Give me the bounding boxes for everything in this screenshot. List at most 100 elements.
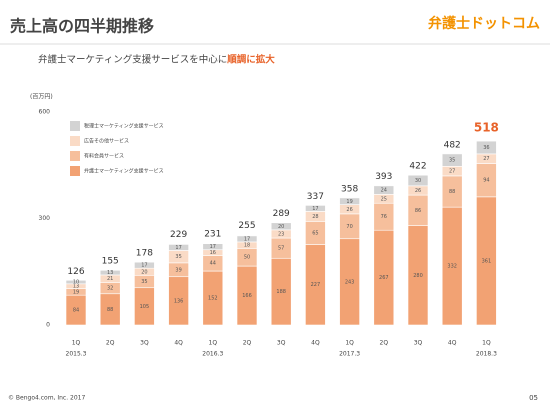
value-label: 16 — [210, 250, 216, 256]
subtitle-highlight: 順調に拡大 — [226, 54, 275, 66]
legend-swatch — [70, 151, 80, 161]
value-label: 84 — [73, 308, 79, 314]
x-tick-label: 4Q — [448, 340, 457, 347]
bar-segment — [339, 197, 360, 205]
value-label: 32 — [107, 286, 113, 292]
value-label: 136 — [174, 298, 184, 304]
slide-title: 売上高の四半期推移 — [10, 17, 154, 36]
copyright: © Bengo4.com, Inc. 2017 — [8, 395, 85, 402]
value-label: 17 — [210, 244, 216, 250]
logo: 弁護士ドットコム — [428, 15, 540, 32]
x-tick-label: 1Q — [72, 340, 81, 347]
value-label: 17 — [141, 263, 147, 269]
value-label: 26 — [346, 207, 352, 213]
value-label: 361 — [482, 258, 492, 264]
value-label: 166 — [242, 293, 252, 299]
value-label: 25 — [381, 196, 387, 202]
value-label: 17 — [312, 206, 318, 212]
legend-label: 弁護士マーケティング支援サービス — [84, 168, 164, 175]
bar-segment — [168, 244, 189, 251]
x-tick-label: 4Q — [311, 340, 320, 347]
legend-swatch — [70, 166, 80, 176]
value-label: 17 — [175, 245, 181, 251]
bar-segment — [99, 270, 121, 276]
x-tick-label: 2Q — [243, 340, 252, 347]
unit-label: (百万円) — [30, 94, 53, 101]
bar-segment — [202, 243, 224, 251]
total-label: 255 — [238, 221, 255, 231]
y-tick-label: 600 — [39, 109, 51, 116]
x-tick-label: 2Q — [106, 340, 115, 347]
period-label: 2016.3 — [202, 351, 223, 358]
total-label: 126 — [67, 267, 84, 277]
total-label: 422 — [409, 162, 426, 172]
value-label: 24 — [381, 188, 387, 194]
bar-segment — [407, 174, 429, 187]
value-label: 21 — [107, 276, 113, 282]
bar-segment — [236, 235, 258, 243]
bar-segment — [134, 261, 155, 269]
total-label: 518 — [474, 121, 499, 135]
bar-segment — [441, 153, 463, 167]
value-label: 88 — [449, 189, 455, 195]
value-label: 88 — [107, 307, 113, 313]
value-label: 28 — [312, 214, 318, 220]
value-label: 35 — [141, 279, 147, 285]
bar-segment — [305, 205, 326, 212]
value-label: 23 — [278, 231, 284, 237]
value-label: 152 — [208, 296, 218, 302]
period-label: 2018.3 — [476, 351, 497, 358]
legend-swatch — [70, 136, 80, 146]
subtitle: 弁護士マーケティング支援サービスを中心に — [38, 54, 227, 66]
total-label: 229 — [170, 230, 187, 240]
value-label: 27 — [483, 156, 489, 162]
value-label: 227 — [311, 282, 321, 288]
x-tick-label: 1Q — [209, 340, 218, 347]
total-label: 358 — [341, 184, 358, 194]
bar-segment — [65, 279, 87, 285]
period-label: 2015.3 — [66, 351, 87, 358]
value-label: 13 — [73, 284, 79, 290]
legend-label: 税理士マーケティング支援サービス — [84, 123, 164, 130]
total-label: 178 — [136, 248, 153, 258]
legend-label: 有料会員サービス — [84, 153, 124, 160]
value-label: 267 — [379, 275, 389, 281]
value-label: 105 — [140, 304, 150, 310]
total-label: 482 — [444, 140, 461, 150]
value-label: 243 — [345, 279, 355, 285]
value-label: 19 — [73, 289, 79, 295]
value-label: 57 — [278, 246, 284, 252]
bar-segment — [270, 222, 292, 231]
total-label: 155 — [102, 256, 119, 266]
value-label: 35 — [449, 158, 455, 164]
x-tick-label: 1Q — [345, 340, 354, 347]
x-tick-label: 3Q — [140, 340, 149, 347]
value-label: 20 — [278, 224, 284, 230]
total-label: 393 — [375, 172, 392, 182]
value-label: 86 — [415, 208, 421, 214]
value-label: 13 — [107, 270, 113, 276]
value-label: 39 — [175, 267, 181, 273]
value-label: 30 — [415, 178, 421, 184]
bar-segment — [373, 185, 395, 195]
page-number: 05 — [529, 394, 538, 402]
x-tick-label: 1Q — [482, 340, 491, 347]
value-label: 19 — [346, 199, 352, 205]
period-label: 2017.3 — [339, 351, 360, 358]
bar-segment — [476, 140, 497, 155]
x-tick-label: 3Q — [277, 340, 286, 347]
total-label: 231 — [204, 229, 221, 239]
value-label: 20 — [141, 269, 147, 275]
legend-swatch — [70, 121, 80, 131]
legend-label: 広告その他サービス — [84, 138, 129, 145]
y-tick-label: 0 — [46, 322, 50, 329]
x-tick-label: 3Q — [414, 340, 423, 347]
y-tick-label: 300 — [39, 215, 51, 222]
value-label: 18 — [244, 243, 250, 249]
value-label: 332 — [447, 264, 457, 270]
value-label: 10 — [73, 280, 79, 286]
value-label: 94 — [483, 178, 489, 184]
value-label: 44 — [210, 261, 216, 267]
x-tick-label: 2Q — [380, 340, 389, 347]
